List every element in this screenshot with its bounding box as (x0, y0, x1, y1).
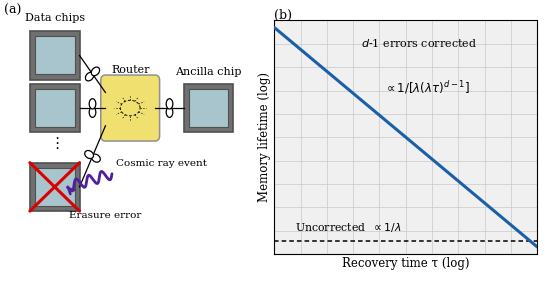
Text: Cosmic ray event: Cosmic ray event (116, 159, 207, 168)
Bar (34, 89, 75, 127)
Text: Data chips: Data chips (24, 13, 85, 23)
X-axis label: Recovery time τ (log): Recovery time τ (log) (342, 257, 470, 270)
Bar (30, 84, 80, 132)
Text: $d$-1 errors corrected: $d$-1 errors corrected (361, 37, 477, 49)
Bar (34, 168, 75, 206)
Text: $\vdots$: $\vdots$ (49, 135, 60, 151)
Text: (b): (b) (274, 9, 292, 22)
Ellipse shape (89, 107, 96, 117)
Ellipse shape (166, 107, 173, 117)
Text: $\propto 1/[\lambda(\lambda\tau)^{d-1}]$: $\propto 1/[\lambda(\lambda\tau)^{d-1}]$ (384, 79, 470, 96)
FancyBboxPatch shape (101, 75, 160, 141)
Text: Ancilla chip: Ancilla chip (175, 67, 242, 77)
Bar (30, 31, 80, 80)
Text: Router: Router (111, 65, 150, 75)
Ellipse shape (91, 67, 100, 76)
Bar (189, 89, 228, 127)
Bar (34, 36, 75, 74)
Ellipse shape (91, 154, 100, 162)
Text: Uncorrected  $\propto 1/\lambda$: Uncorrected $\propto 1/\lambda$ (295, 221, 402, 234)
Y-axis label: Memory lifetime (log): Memory lifetime (log) (259, 72, 271, 202)
Ellipse shape (166, 99, 173, 109)
Ellipse shape (85, 72, 94, 81)
Text: (a): (a) (4, 4, 21, 18)
Bar (184, 84, 233, 132)
Bar (30, 163, 80, 211)
Ellipse shape (89, 99, 96, 109)
Ellipse shape (85, 150, 94, 159)
Text: Erasure error: Erasure error (69, 211, 141, 220)
